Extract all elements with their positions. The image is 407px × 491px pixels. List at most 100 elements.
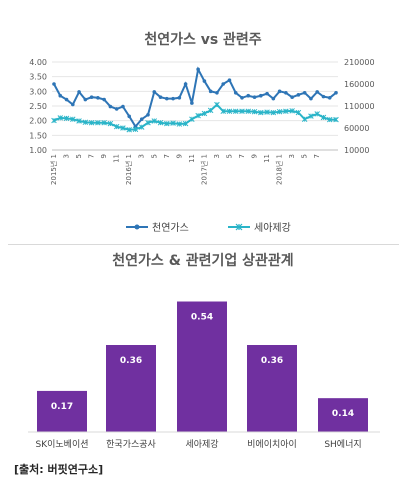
bar-category-label: SH에너지 — [324, 439, 361, 450]
bar — [37, 390, 87, 432]
seah-steel-point — [95, 119, 101, 126]
seah-steel-point — [138, 124, 145, 130]
seah-steel-point — [126, 127, 132, 133]
natural-gas-point — [315, 90, 320, 94]
seah-steel-point — [333, 116, 339, 123]
natural-gas-point — [139, 117, 144, 121]
seah-steel-point — [245, 108, 252, 115]
line-chart-panel: 천연가스 vs 관련주 4.00 3.50 3.00 2.50 2.00 1.50 1.00… — [8, 14, 399, 245]
natural-gas-point — [246, 93, 251, 98]
y-right-tick-label: 60000 — [344, 124, 369, 133]
seah-steel-point — [264, 109, 270, 115]
natural-gas-point — [215, 91, 219, 95]
natural-gas-point — [202, 79, 207, 83]
bar-value-label: 0.17 — [51, 402, 73, 412]
x-month-tick-label: 3 — [63, 154, 71, 158]
x-year-tick-label: 2017년 1 — [199, 154, 208, 185]
seah-steel-point — [308, 113, 314, 119]
natural-gas-point — [240, 95, 244, 100]
seah-steel-series-line — [53, 103, 336, 131]
x-year-tick-label: 2016년 1 — [124, 154, 133, 185]
natural-gas-series-line — [53, 66, 337, 129]
natural-gas-point — [183, 82, 188, 86]
natural-gas-point — [133, 124, 138, 129]
seah-steel-point — [113, 123, 120, 130]
seah-steel-point — [164, 120, 170, 127]
x-month-tick-label: 9 — [175, 154, 183, 158]
natural-gas-point — [152, 90, 157, 94]
natural-gas-point — [284, 91, 288, 95]
natural-gas-point — [77, 90, 81, 94]
natural-gas-point — [196, 67, 200, 72]
x-month-tick-label: 5 — [150, 154, 158, 158]
seah-steel-point — [295, 109, 302, 116]
seah-steel-point — [283, 108, 289, 115]
x-month-tick-label: 5 — [301, 154, 309, 158]
seah-steel-point — [201, 110, 208, 117]
seah-steel-point — [57, 115, 64, 121]
bar-chart: 천연가스 & 관련기업 상관관계 0.17 SK이노베이션 0.36 한국가스공사 0.… — [28, 252, 380, 450]
bar — [106, 345, 156, 432]
natural-gas-point — [83, 97, 88, 102]
seah-steel-point — [195, 112, 201, 119]
natural-gas-point — [302, 91, 307, 95]
x-month-tick-label: 9 — [251, 154, 259, 158]
x-year-tick-label: 2015년 1 — [49, 154, 58, 185]
natural-gas-point — [108, 104, 113, 109]
bar-value-label: 0.36 — [261, 356, 283, 366]
natural-gas-point — [321, 94, 326, 99]
seah-steel-point — [176, 121, 183, 127]
seah-steel-point — [270, 109, 277, 116]
seah-steel-point — [276, 108, 283, 115]
y-left-tick-label: 3.50 — [29, 73, 47, 82]
seah-steel-point — [314, 111, 320, 117]
x-month-tick-label: 5 — [75, 154, 83, 158]
legend-label: 세아제강 — [254, 222, 291, 234]
seah-steel-point — [132, 126, 139, 133]
seah-steel-point — [170, 120, 176, 126]
seah-steel-point — [239, 108, 245, 115]
natural-gas-point — [271, 96, 276, 101]
seah-steel-point — [76, 118, 82, 124]
bar-value-label: 0.36 — [120, 356, 142, 366]
x-month-tick-label: 5 — [225, 154, 233, 158]
seah-steel-point — [157, 119, 164, 126]
x-month-tick-label: 7 — [88, 154, 96, 158]
natural-gas-point — [277, 89, 282, 94]
legend-label: 천연가스 — [152, 222, 189, 234]
legend-natural-gas: 천연가스 — [126, 222, 189, 234]
natural-gas-point — [309, 96, 313, 101]
natural-gas-point — [327, 95, 332, 100]
natural-gas-point — [121, 104, 125, 109]
x-year-tick-label: 2018년 1 — [275, 154, 284, 185]
natural-gas-point — [290, 95, 294, 99]
y-left-tick-label: 2.50 — [29, 102, 47, 111]
y-left-tick-label: 3.00 — [29, 87, 47, 96]
natural-gas-point — [146, 113, 150, 117]
seah-steel-point — [214, 101, 220, 108]
bar-value-label: 0.54 — [191, 313, 213, 323]
natural-gas-point — [158, 95, 163, 99]
natural-gas-point — [227, 78, 232, 82]
y-left-tick-label: 2.00 — [29, 117, 47, 126]
seah-steel-point — [51, 117, 57, 124]
y-left-tick-label: 1.50 — [29, 131, 47, 140]
x-month-tick-label: 7 — [163, 154, 171, 158]
x-month-tick-label: 7 — [238, 154, 246, 158]
natural-gas-point — [165, 96, 169, 101]
x-month-tick-label: 3 — [288, 154, 296, 158]
seah-steel-point — [120, 125, 126, 131]
natural-gas-point — [52, 82, 56, 86]
natural-gas-point — [259, 93, 263, 98]
bar-chart-panel: 천연가스 & 관련기업 상관관계 0.17 SK이노베이션 0.36 한국가스공사 0.… — [8, 245, 399, 455]
natural-gas-point — [114, 107, 119, 111]
natural-gas-point — [296, 93, 301, 97]
y-left-tick-label: 1.00 — [29, 146, 47, 155]
x-month-tick-label: 11 — [113, 154, 121, 163]
seah-steel-point — [232, 108, 239, 115]
x-month-tick-label: 3 — [138, 154, 146, 158]
x-month-tick-label: 11 — [188, 154, 196, 163]
seah-steel-point — [251, 108, 258, 115]
natural-gas-point — [171, 96, 175, 101]
natural-gas-point — [64, 97, 69, 102]
